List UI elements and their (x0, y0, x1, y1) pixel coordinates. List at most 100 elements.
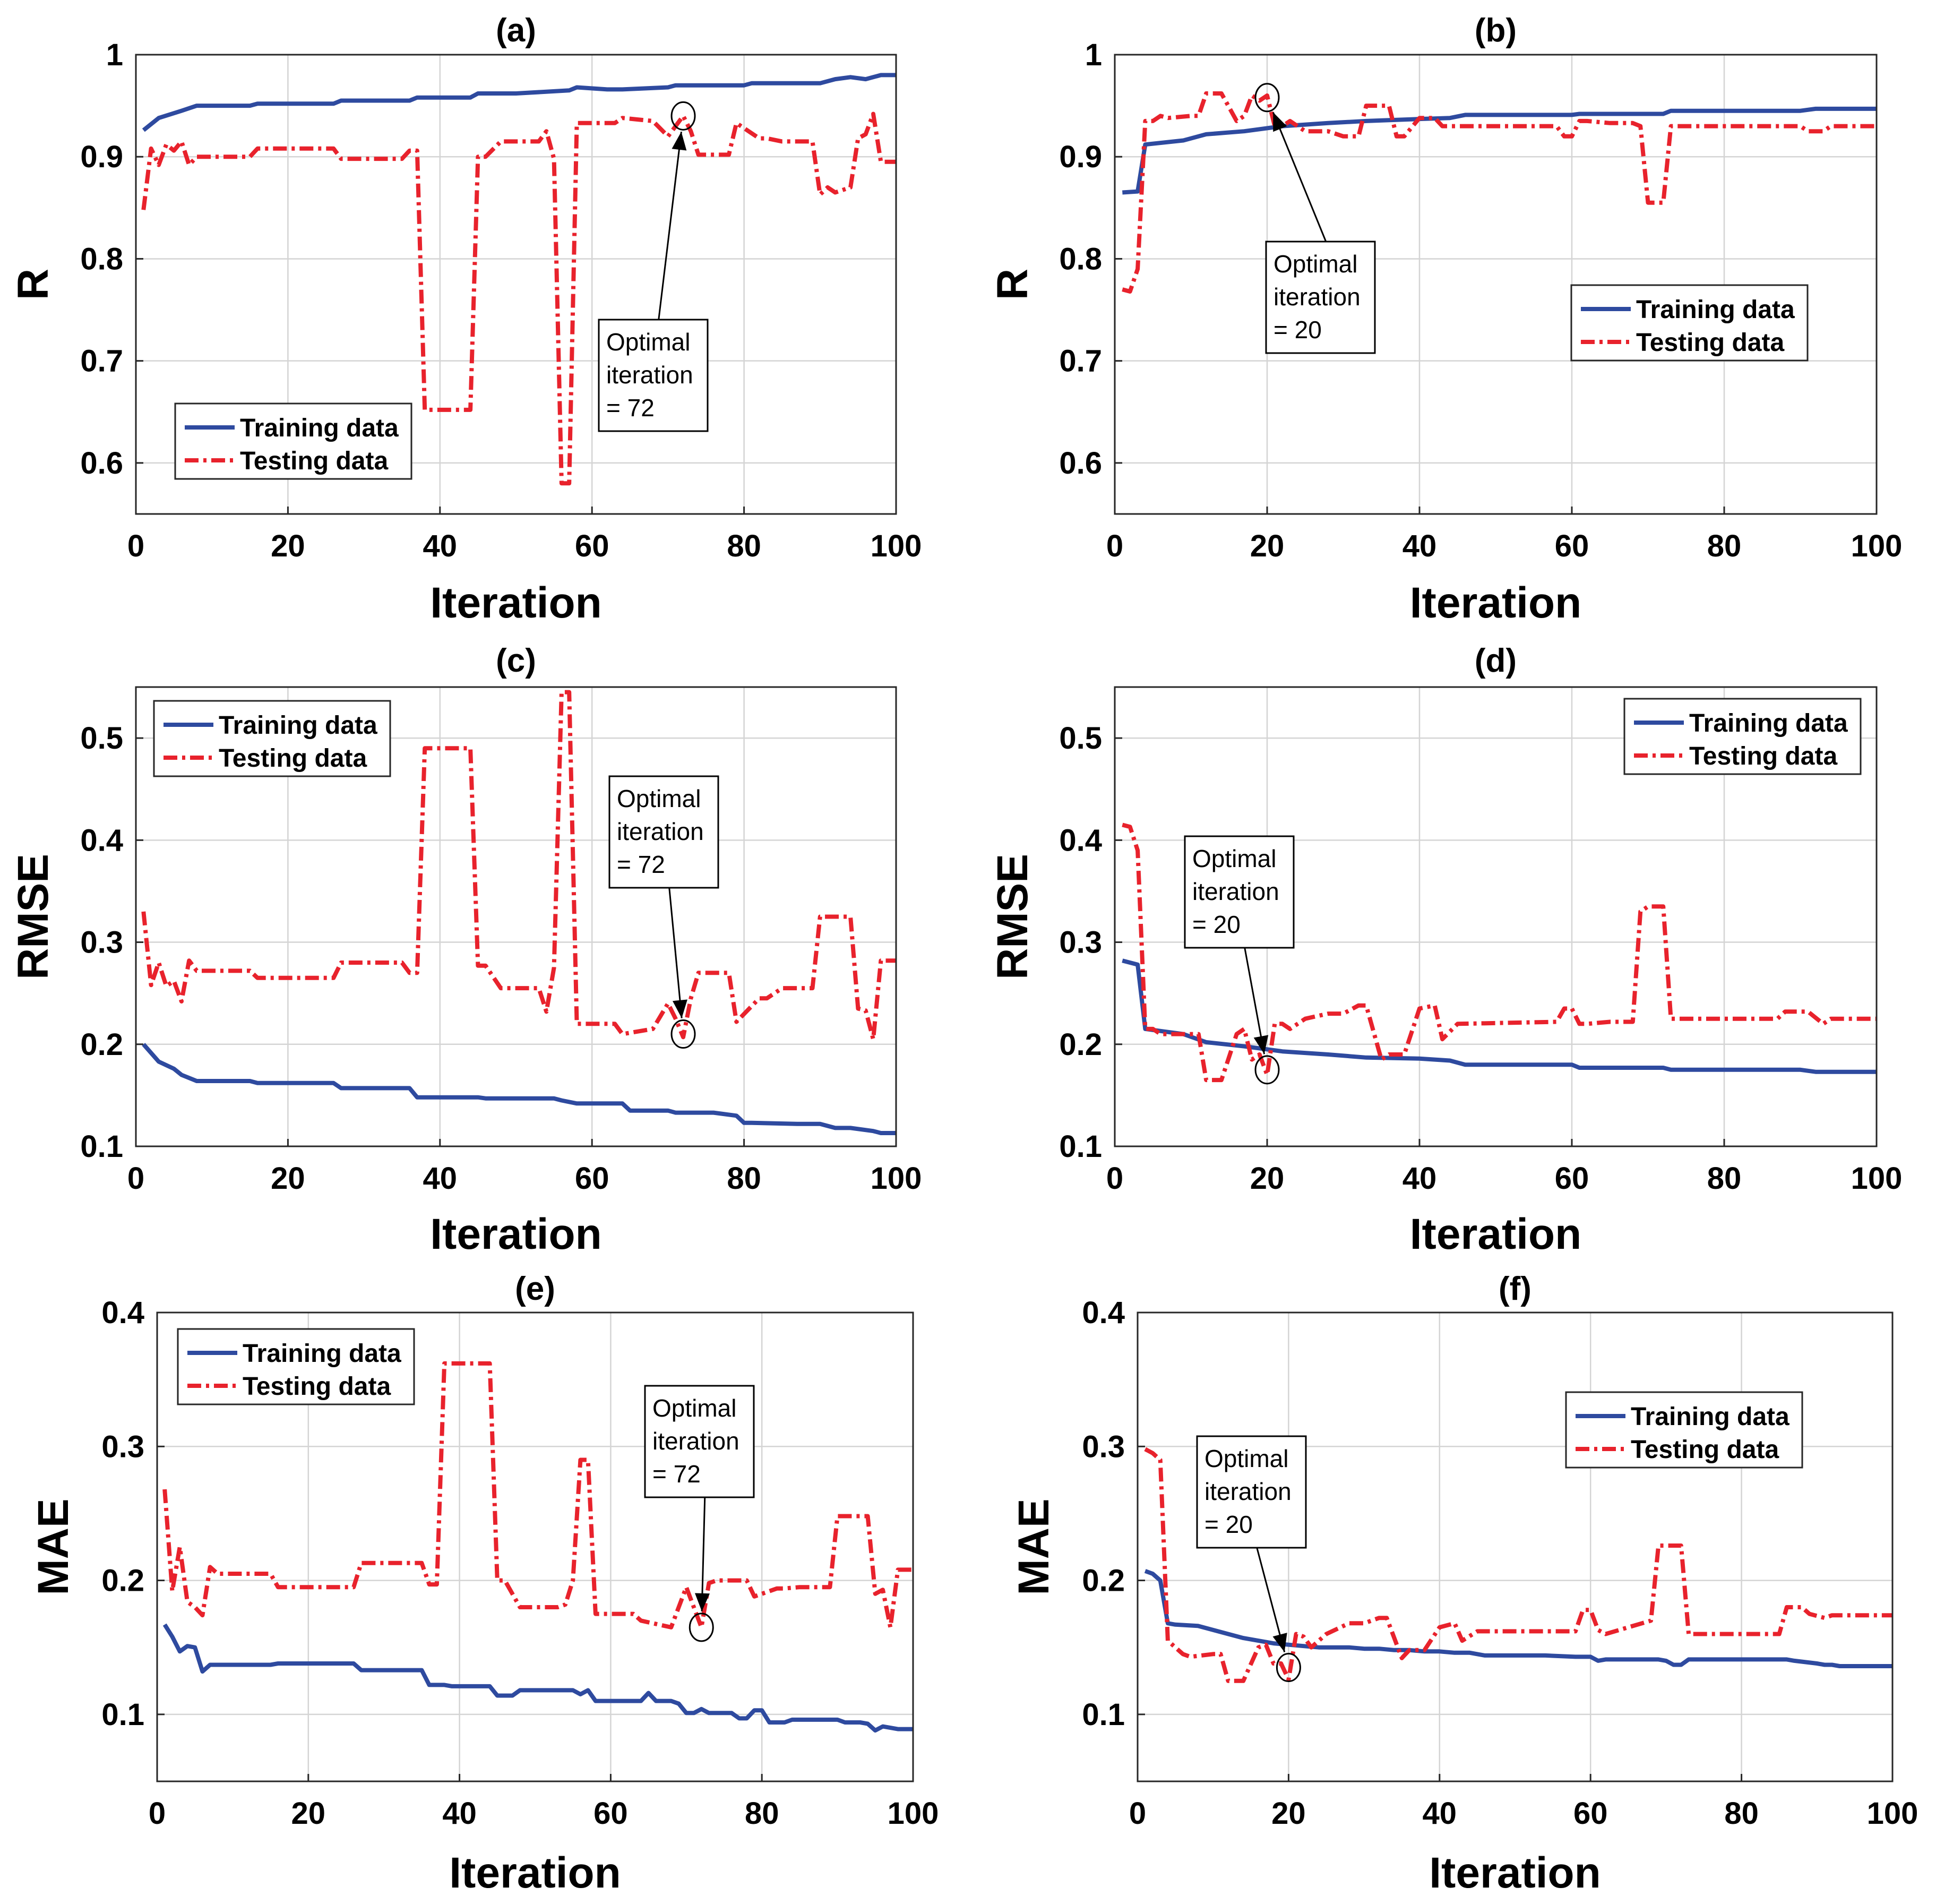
testing-data-line (162, 1361, 913, 1629)
optimal-iteration-annotation: Optimal iteration = 72 (608, 775, 719, 1049)
legend-box (174, 402, 412, 480)
training-data-line (142, 1043, 896, 1135)
x-tick-label: 80 (1707, 1161, 1742, 1196)
y-tick-label: 0.2 (80, 1027, 123, 1062)
x-tick-label: 80 (1724, 1796, 1759, 1831)
x-tick-label: 100 (888, 1796, 939, 1831)
annotation-text-line: = 20 (1204, 1511, 1253, 1538)
annotation-text-line: = 72 (606, 394, 655, 422)
y-axis-label: R (988, 269, 1037, 300)
legend-label-training: Training data (1636, 296, 1795, 324)
annotation-arrow-head (672, 132, 687, 151)
legend-label-training: Training data (219, 711, 377, 740)
chart-panel-1: 0 20 40 60 80 100 0.6 0.7 0.8 0.9 1 (a) Iteration R Tr… (9, 12, 922, 627)
x-tick-label: 60 (1555, 529, 1589, 563)
optimal-point-circle (1276, 1653, 1301, 1683)
legend: Training data Testing data (174, 402, 412, 480)
annotation-text-line: = 20 (1274, 316, 1322, 344)
y-tick-label: 0.1 (1082, 1697, 1125, 1732)
x-tick-label: 60 (593, 1796, 628, 1831)
x-tick-label: 20 (291, 1796, 326, 1831)
chart-panel-4: 0 20 40 60 80 100 0.1 0.2 0.3 0.4 0.5 (d) Iteration R… (988, 642, 1902, 1258)
y-tick-label: 0.1 (1059, 1129, 1102, 1164)
x-tick-label: 20 (271, 1161, 305, 1196)
x-tick-label: 0 (1129, 1796, 1146, 1831)
annotation-arrow-shaft (1272, 112, 1327, 242)
plot-frame (135, 686, 897, 1147)
y-tick-label: 0.3 (1059, 925, 1102, 960)
annotation-box (1265, 241, 1376, 354)
legend: Training data Testing data (177, 1328, 415, 1405)
legend: Training data Testing data (1565, 1391, 1803, 1469)
panel-title: (a) (496, 12, 536, 49)
y-tick-label: 0.9 (80, 140, 123, 174)
y-axis-label: MAE (29, 1498, 78, 1595)
annotation-arrow-shaft (658, 131, 682, 320)
panel-title: (b) (1475, 12, 1517, 49)
y-tick-label: 0.6 (1059, 446, 1102, 481)
plot-frame (1114, 686, 1878, 1147)
testing-data-line (141, 690, 896, 1042)
legend-box (153, 700, 391, 777)
annotation-text-line: Optimal (652, 1394, 736, 1422)
legend: Training data Testing data (1623, 698, 1862, 775)
chart-panel-6: 0 20 40 60 80 100 0.1 0.2 0.3 0.4 (f) Iteration MAE T… (1010, 1271, 1918, 1897)
x-tick-label: 100 (1867, 1796, 1918, 1831)
x-tick-label: 80 (727, 1161, 761, 1196)
annotation-text-line: Optimal (1204, 1445, 1288, 1472)
panel-title: (e) (515, 1271, 555, 1307)
chart-panel-3: 0 20 40 60 80 100 0.1 0.2 0.3 0.4 0.5 (c) Iteration R… (9, 642, 922, 1258)
panel-title: (d) (1475, 642, 1517, 679)
optimal-iteration-annotation: Optimal iteration = 20 (1196, 1435, 1307, 1683)
y-axis-label: RMSE (988, 854, 1037, 980)
y-tick-label: 0.3 (80, 925, 123, 960)
legend-box (1565, 1391, 1803, 1469)
legend-label-training: Training data (1631, 1403, 1789, 1431)
x-tick-label: 40 (1402, 529, 1437, 563)
chart-panel-2: 0 20 40 60 80 100 0.6 0.7 0.8 0.9 1 (b) Iteration R Tr… (988, 12, 1902, 627)
plot-frame (135, 54, 897, 515)
x-tick-label: 60 (575, 529, 609, 563)
y-tick-label: 0.2 (1059, 1027, 1102, 1062)
y-tick-label: 0.9 (1059, 140, 1102, 174)
plot-frame (1114, 54, 1878, 515)
annotation-box (598, 319, 709, 432)
optimal-iteration-annotation: Optimal iteration = 20 (1254, 83, 1376, 354)
y-tick-label: 0.1 (101, 1697, 144, 1732)
testing-data-line (1122, 822, 1877, 1083)
legend-box (1623, 698, 1862, 775)
training-data-line (1144, 1569, 1892, 1668)
annotation-text-line: = 72 (652, 1460, 701, 1488)
x-axis-label: Iteration (430, 1210, 601, 1258)
annotation-arrow-head (673, 999, 687, 1018)
x-axis-label: Iteration (1429, 1849, 1601, 1897)
x-tick-label: 60 (1573, 1796, 1608, 1831)
x-tick-label: 40 (442, 1796, 477, 1831)
x-tick-label: 20 (1271, 1796, 1306, 1831)
optimal-iteration-annotation: Optimal iteration = 72 (598, 101, 709, 432)
annotation-box (1184, 835, 1295, 949)
y-tick-label: 0.3 (101, 1429, 144, 1464)
training-data-line (162, 1623, 913, 1733)
legend-label-training: Training data (243, 1340, 401, 1368)
legend-label-testing: Testing data (1636, 329, 1784, 357)
legend: Training data Testing data (1570, 284, 1809, 362)
x-axis-label: Iteration (1410, 1210, 1581, 1258)
x-tick-label: 0 (149, 1796, 166, 1831)
x-tick-label: 0 (1106, 1161, 1123, 1196)
y-tick-label: 0.4 (101, 1296, 144, 1330)
optimal-point-circle (689, 1613, 714, 1642)
optimal-point-circle (670, 1019, 696, 1049)
x-tick-label: 80 (1707, 529, 1742, 563)
optimal-point-circle (1254, 83, 1280, 113)
annotation-text-line: iteration (617, 818, 704, 845)
annotation-text-line: = 20 (1192, 911, 1241, 938)
y-tick-label: 0.7 (80, 344, 123, 379)
legend-label-testing: Testing data (1631, 1436, 1779, 1464)
y-tick-label: 0.2 (101, 1564, 144, 1598)
legend-label-training: Training data (1689, 709, 1848, 737)
annotation-text-line: iteration (1274, 283, 1361, 311)
annotation-arrow-head (1272, 1633, 1287, 1652)
annotation-arrow-shaft (668, 887, 683, 1018)
